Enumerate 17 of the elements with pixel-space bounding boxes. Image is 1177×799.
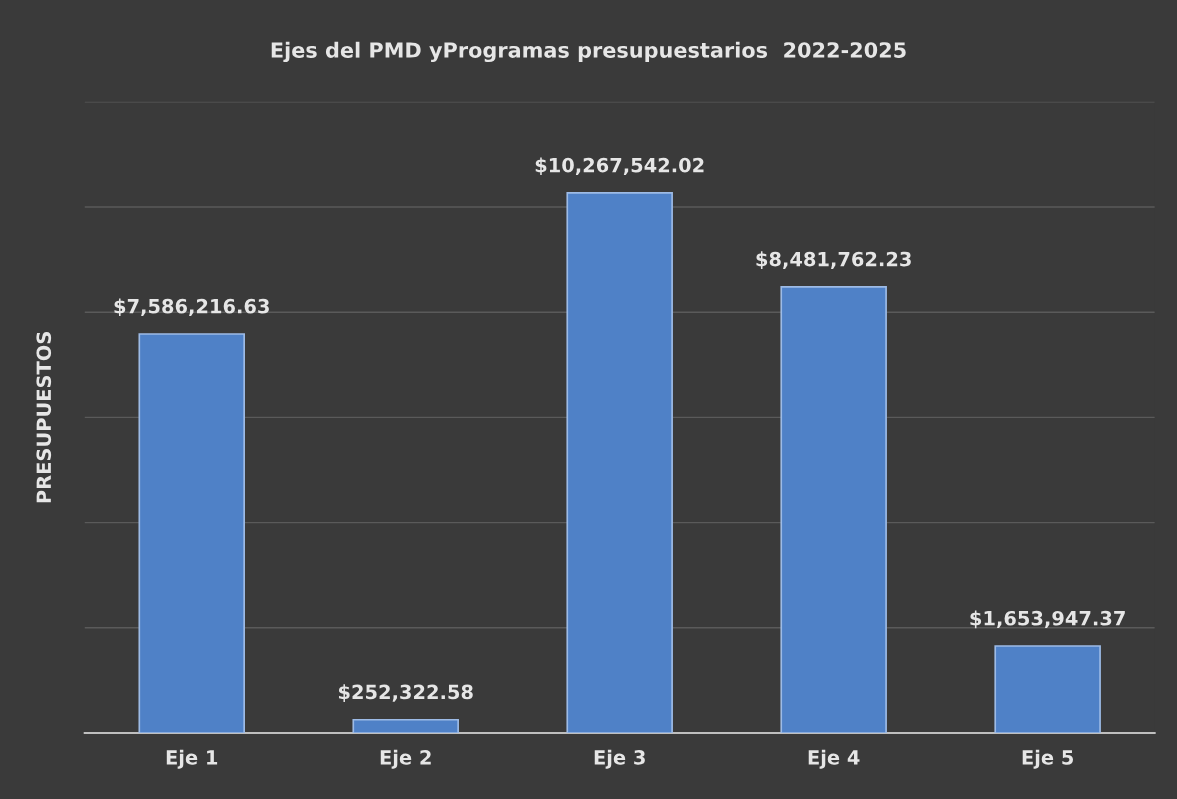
bar [566, 192, 673, 733]
data-label: $7,586,216.63 [114, 298, 269, 317]
x-tick-label: Eje 2 [380, 749, 431, 769]
x-tick-label: Eje 1 [166, 749, 218, 769]
x-tick-label: Eje 3 [594, 749, 645, 769]
data-label: $1,653,947.37 [970, 610, 1125, 629]
data-label: $252,322.58 [338, 684, 473, 702]
bar [994, 645, 1101, 733]
chart-title: Ejes del PMD yProgramas presupuestarios 2022-2025 [271, 41, 906, 63]
bar [352, 718, 459, 733]
bar [138, 333, 245, 733]
data-label: $10,267,542.02 [535, 157, 704, 176]
data-label: $8,481,762.23 [756, 251, 911, 269]
bar [780, 286, 887, 733]
x-tick-label: Eje 5 [1022, 749, 1074, 769]
x-tick-label: Eje 4 [808, 749, 860, 769]
y-axis-title: PRESUPUESTOS [36, 332, 52, 503]
